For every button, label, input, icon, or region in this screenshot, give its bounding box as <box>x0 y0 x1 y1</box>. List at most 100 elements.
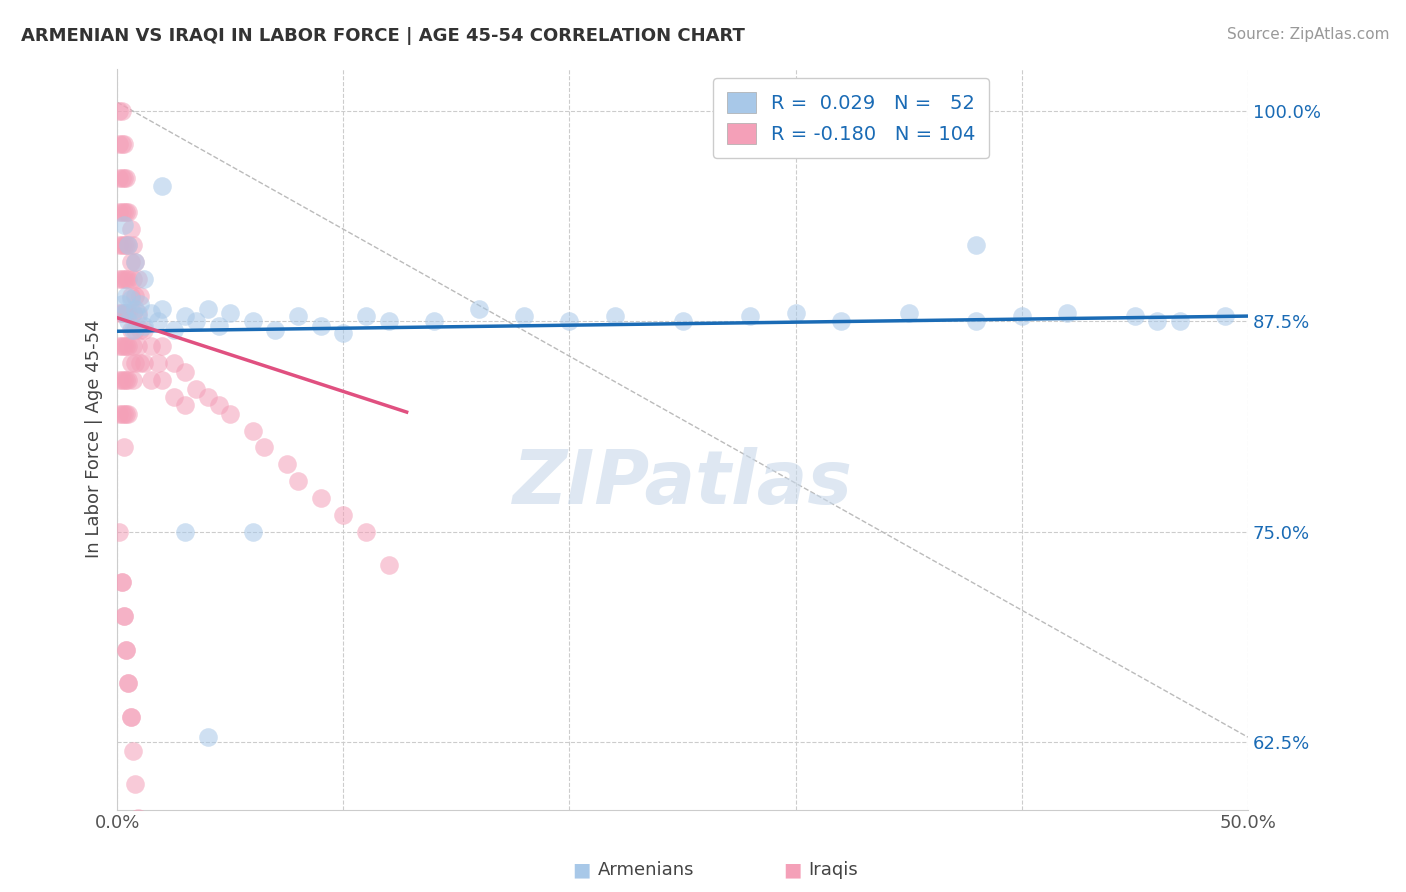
Point <box>558 314 581 328</box>
Point <box>112 137 135 152</box>
Point <box>124 356 146 370</box>
Point <box>139 306 162 320</box>
Point <box>287 309 309 323</box>
Point <box>108 272 131 286</box>
Point <box>242 314 264 328</box>
Text: ZIPatlas: ZIPatlas <box>513 447 852 520</box>
Point <box>108 407 131 421</box>
Point <box>112 441 135 455</box>
Point <box>117 676 139 690</box>
Point <box>134 322 156 336</box>
Point <box>117 676 139 690</box>
Point <box>1123 309 1146 323</box>
Point <box>124 255 146 269</box>
Point <box>111 575 134 590</box>
Point <box>152 302 174 317</box>
Point <box>139 339 162 353</box>
Point <box>253 441 276 455</box>
Point <box>127 811 149 825</box>
Point <box>112 218 135 232</box>
Point <box>115 339 138 353</box>
Point <box>332 508 354 522</box>
Point <box>115 204 138 219</box>
Point <box>124 777 146 791</box>
Point <box>111 171 134 186</box>
Point <box>377 314 399 328</box>
Point <box>513 309 536 323</box>
Point <box>124 322 146 336</box>
Point <box>111 137 134 152</box>
Point <box>124 255 146 269</box>
Point <box>208 319 231 334</box>
Point <box>208 398 231 412</box>
Point <box>115 407 138 421</box>
Point <box>603 309 626 323</box>
Point <box>117 272 139 286</box>
Point <box>139 373 162 387</box>
Point <box>966 314 988 328</box>
Point <box>122 306 145 320</box>
Text: Source: ZipAtlas.com: Source: ZipAtlas.com <box>1226 27 1389 42</box>
Point <box>120 710 142 724</box>
Point <box>122 272 145 286</box>
Point <box>120 255 142 269</box>
Point <box>117 339 139 353</box>
Point <box>108 137 131 152</box>
Point <box>152 179 174 194</box>
Point <box>111 373 134 387</box>
Point <box>117 373 139 387</box>
Point <box>111 407 134 421</box>
Point <box>115 272 138 286</box>
Point <box>671 314 693 328</box>
Point <box>134 879 156 892</box>
Point <box>128 289 150 303</box>
Point <box>332 326 354 340</box>
Point <box>785 306 807 320</box>
Point <box>152 373 174 387</box>
Point <box>830 314 852 328</box>
Point <box>122 743 145 757</box>
Point <box>108 103 131 118</box>
Point <box>111 575 134 590</box>
Point <box>197 390 219 404</box>
Point <box>146 356 169 370</box>
Point <box>276 458 298 472</box>
Point <box>219 306 242 320</box>
Point <box>112 339 135 353</box>
Point <box>112 272 135 286</box>
Point <box>354 309 377 323</box>
Point <box>966 238 988 252</box>
Point <box>120 289 142 303</box>
Point <box>120 710 142 724</box>
Point <box>120 322 142 336</box>
Point <box>108 306 131 320</box>
Point <box>112 171 135 186</box>
Point <box>897 306 920 320</box>
Point <box>111 204 134 219</box>
Point <box>108 373 131 387</box>
Point <box>117 306 139 320</box>
Point <box>112 608 135 623</box>
Point <box>174 398 197 412</box>
Point <box>134 356 156 370</box>
Text: Iraqis: Iraqis <box>808 861 858 879</box>
Point <box>111 306 134 320</box>
Point <box>115 238 138 252</box>
Point <box>219 407 242 421</box>
Point <box>127 306 149 320</box>
Point <box>128 356 150 370</box>
Point <box>354 524 377 539</box>
Point <box>242 424 264 438</box>
Point <box>115 373 138 387</box>
Point <box>146 314 169 328</box>
Point <box>111 339 134 353</box>
Point <box>197 302 219 317</box>
Point <box>1056 306 1078 320</box>
Point <box>134 272 156 286</box>
Point <box>174 365 197 379</box>
Point <box>127 272 149 286</box>
Point <box>186 314 208 328</box>
Point <box>174 309 197 323</box>
Point <box>111 272 134 286</box>
Point <box>309 491 332 505</box>
